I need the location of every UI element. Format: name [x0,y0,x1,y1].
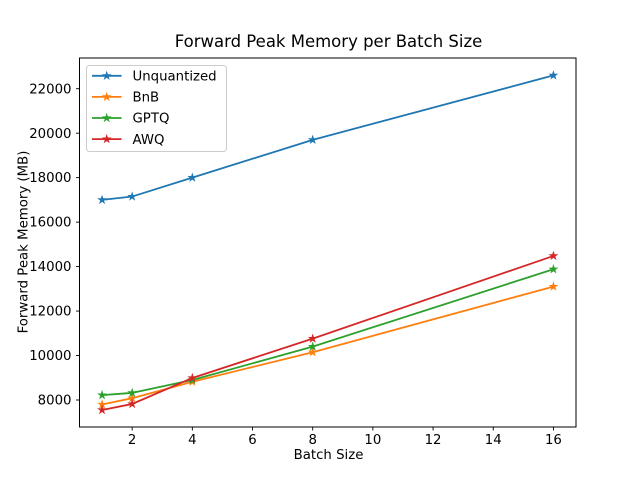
x-tick-label: 14 [485,433,502,448]
x-tick-label: 16 [545,433,562,448]
legend-label-awq: AWQ [133,133,165,148]
legend-marker-bnb [101,91,112,102]
marker-star-unquantized [187,172,198,182]
legend-label-bnb: BnB [133,91,160,106]
marker-star-awq [307,333,318,343]
marker-star-awq [97,404,108,415]
x-tick-label: 6 [248,433,256,448]
marker-star-gptq [548,264,559,274]
marker-star-bnb [127,393,138,403]
series-line-gptq [102,268,554,397]
x-tick-label: 2 [128,433,136,448]
marker-star-unquantized [97,194,108,205]
y-tick-label: 20000 [29,127,71,142]
y-tick-label: 8000 [38,394,72,409]
legend-label-unquantized: Unquantized [133,70,217,85]
axes-frame [79,57,577,428]
legend-marker-gptq [101,112,112,123]
x-axis-label: Batch Size [293,448,364,463]
legend-box [86,65,227,152]
y-axis-label: Forward Peak Memory (MB) [16,150,32,334]
y-tick-label: 16000 [29,216,71,231]
marker-star-awq [187,372,198,383]
marker-star-unquantized [307,134,318,145]
legend-label-gptq: GPTQ [133,112,170,127]
legend-marker-unquantized [101,70,112,81]
marker-star-unquantized [548,70,559,80]
y-tick-label: 14000 [29,260,71,275]
x-tick-label: 8 [308,433,316,448]
marker-star-gptq [307,341,318,351]
y-tick-label: 22000 [29,82,71,97]
marker-star-gptq [127,387,138,398]
marker-star-bnb [97,399,108,409]
y-tick-label: 12000 [29,305,71,320]
series-line-awq [101,255,554,411]
legend-marker-awq [101,133,112,144]
x-tick-label: 10 [364,433,381,448]
y-tick-label: 18000 [29,171,71,186]
marker-star-gptq [97,389,108,400]
marker-star-unquantized [127,191,138,201]
x-tick-label: 4 [188,433,196,448]
y-tick-label: 10000 [29,349,71,364]
marker-star-awq [127,398,138,409]
marker-star-bnb [307,347,318,357]
marker-star-bnb [548,281,559,291]
x-tick-label: 12 [425,433,442,448]
marker-star-awq [548,250,559,261]
chart-title: Forward Peak Memory per Batch Size [174,32,483,51]
